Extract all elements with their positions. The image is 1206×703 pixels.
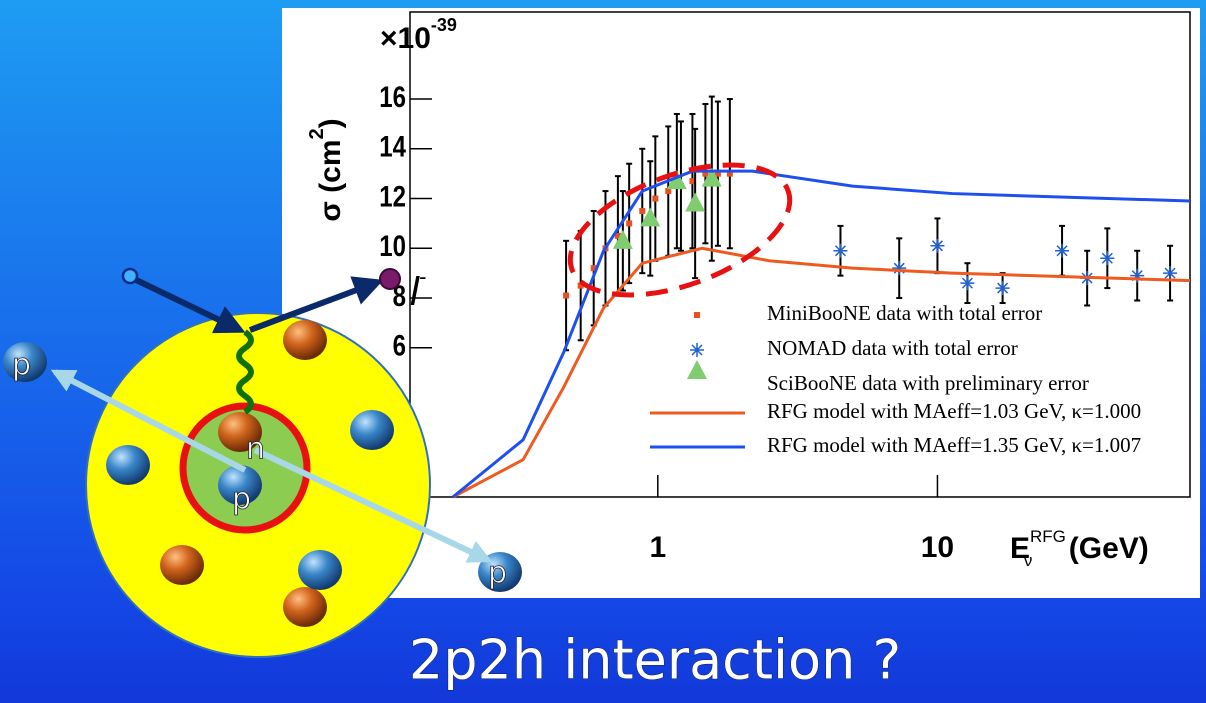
x-tick-label: 10	[921, 531, 954, 564]
neutron-label: n	[246, 432, 265, 467]
lepton-symbol: l	[410, 270, 420, 314]
x-label-sub: ν	[1024, 551, 1033, 570]
legend-label: MiniBooNE data with total error	[767, 301, 1042, 325]
data-point	[690, 343, 704, 357]
data-point	[563, 292, 570, 299]
x-axis-label: ERFG ν (GeV)	[1010, 527, 1149, 570]
data-point	[640, 207, 661, 227]
legend-label: NOMAD data with total error	[767, 336, 1018, 360]
plot-frame	[409, 11, 1191, 498]
y-label-exp: 2	[306, 128, 328, 139]
legend-label: RFG model with MAeff=1.03 GeV, κ=1.000	[767, 399, 1141, 423]
arrow	[130, 275, 246, 334]
proton-label: p	[232, 482, 251, 517]
y-tick-label: 12	[379, 179, 406, 213]
highlight	[567, 162, 793, 298]
y-label-end: )	[314, 118, 347, 128]
data-point	[590, 265, 597, 272]
x-label-end: (GeV)	[1060, 532, 1148, 565]
data-point	[694, 312, 700, 318]
proton-label: p	[12, 348, 31, 383]
proton	[3, 342, 47, 382]
data-point	[701, 167, 722, 187]
data-point	[995, 281, 1010, 296]
neutron	[160, 545, 204, 585]
arrow	[248, 276, 384, 333]
data-point	[930, 238, 945, 253]
data-point	[626, 220, 633, 227]
x-tick-label: 1	[649, 531, 666, 564]
y-tick-label: 16	[379, 79, 406, 113]
y-tick-label: 6	[393, 328, 406, 362]
neutron	[283, 320, 327, 360]
y-axis-label: σ (cm2)	[306, 118, 347, 221]
data-point	[714, 170, 721, 177]
lepton-charge: -	[419, 264, 426, 289]
data-point	[1163, 266, 1178, 281]
data-point	[577, 282, 584, 289]
lepton-label: l-	[410, 264, 426, 314]
data-point	[652, 195, 659, 202]
data-point	[689, 178, 696, 185]
x-label-text: E	[1010, 532, 1030, 565]
model-line	[451, 169, 1191, 499]
data-point	[1130, 268, 1145, 283]
legend-label: RFG model with MAeff=1.35 GeV, κ=1.007	[767, 433, 1141, 457]
proton	[106, 445, 150, 485]
neutron	[218, 412, 262, 452]
data-point	[612, 229, 633, 249]
data-point	[960, 276, 975, 291]
boson	[236, 329, 254, 415]
data-point	[726, 170, 733, 177]
data-point	[666, 170, 687, 190]
data-point	[685, 192, 706, 212]
y-tick-label: 14	[379, 129, 406, 163]
lepton	[379, 268, 401, 290]
data-point	[665, 188, 672, 195]
arrow	[253, 447, 493, 563]
model-line	[452, 246, 1191, 499]
x-label-sup: RFG	[1030, 527, 1066, 546]
data-point	[1100, 251, 1115, 266]
data-point	[892, 261, 907, 276]
data-point	[687, 360, 707, 379]
legend-label: SciBooNE data with preliminary error	[767, 371, 1089, 395]
y-label-text: σ (cm	[314, 139, 347, 221]
diagram: l- p n p p	[3, 264, 522, 658]
chart-panel	[282, 8, 1200, 598]
neutron	[283, 587, 327, 627]
data-point	[702, 170, 709, 177]
proton	[350, 410, 394, 450]
proton	[218, 465, 262, 505]
proton	[298, 550, 342, 590]
data-point	[833, 243, 848, 258]
data-point	[614, 232, 621, 239]
y-multiplier: ×10-39	[380, 15, 457, 55]
arrow	[50, 369, 247, 473]
y-multiplier-exp: -39	[431, 15, 457, 35]
neutrino	[121, 267, 139, 285]
caption: 2p2h interaction ?	[409, 629, 901, 692]
data-point	[639, 207, 646, 214]
y-tick-label: 10	[379, 229, 406, 263]
proton-label: p	[488, 556, 507, 591]
data-point	[1055, 243, 1070, 258]
y-multiplier-base: ×10	[380, 22, 431, 55]
